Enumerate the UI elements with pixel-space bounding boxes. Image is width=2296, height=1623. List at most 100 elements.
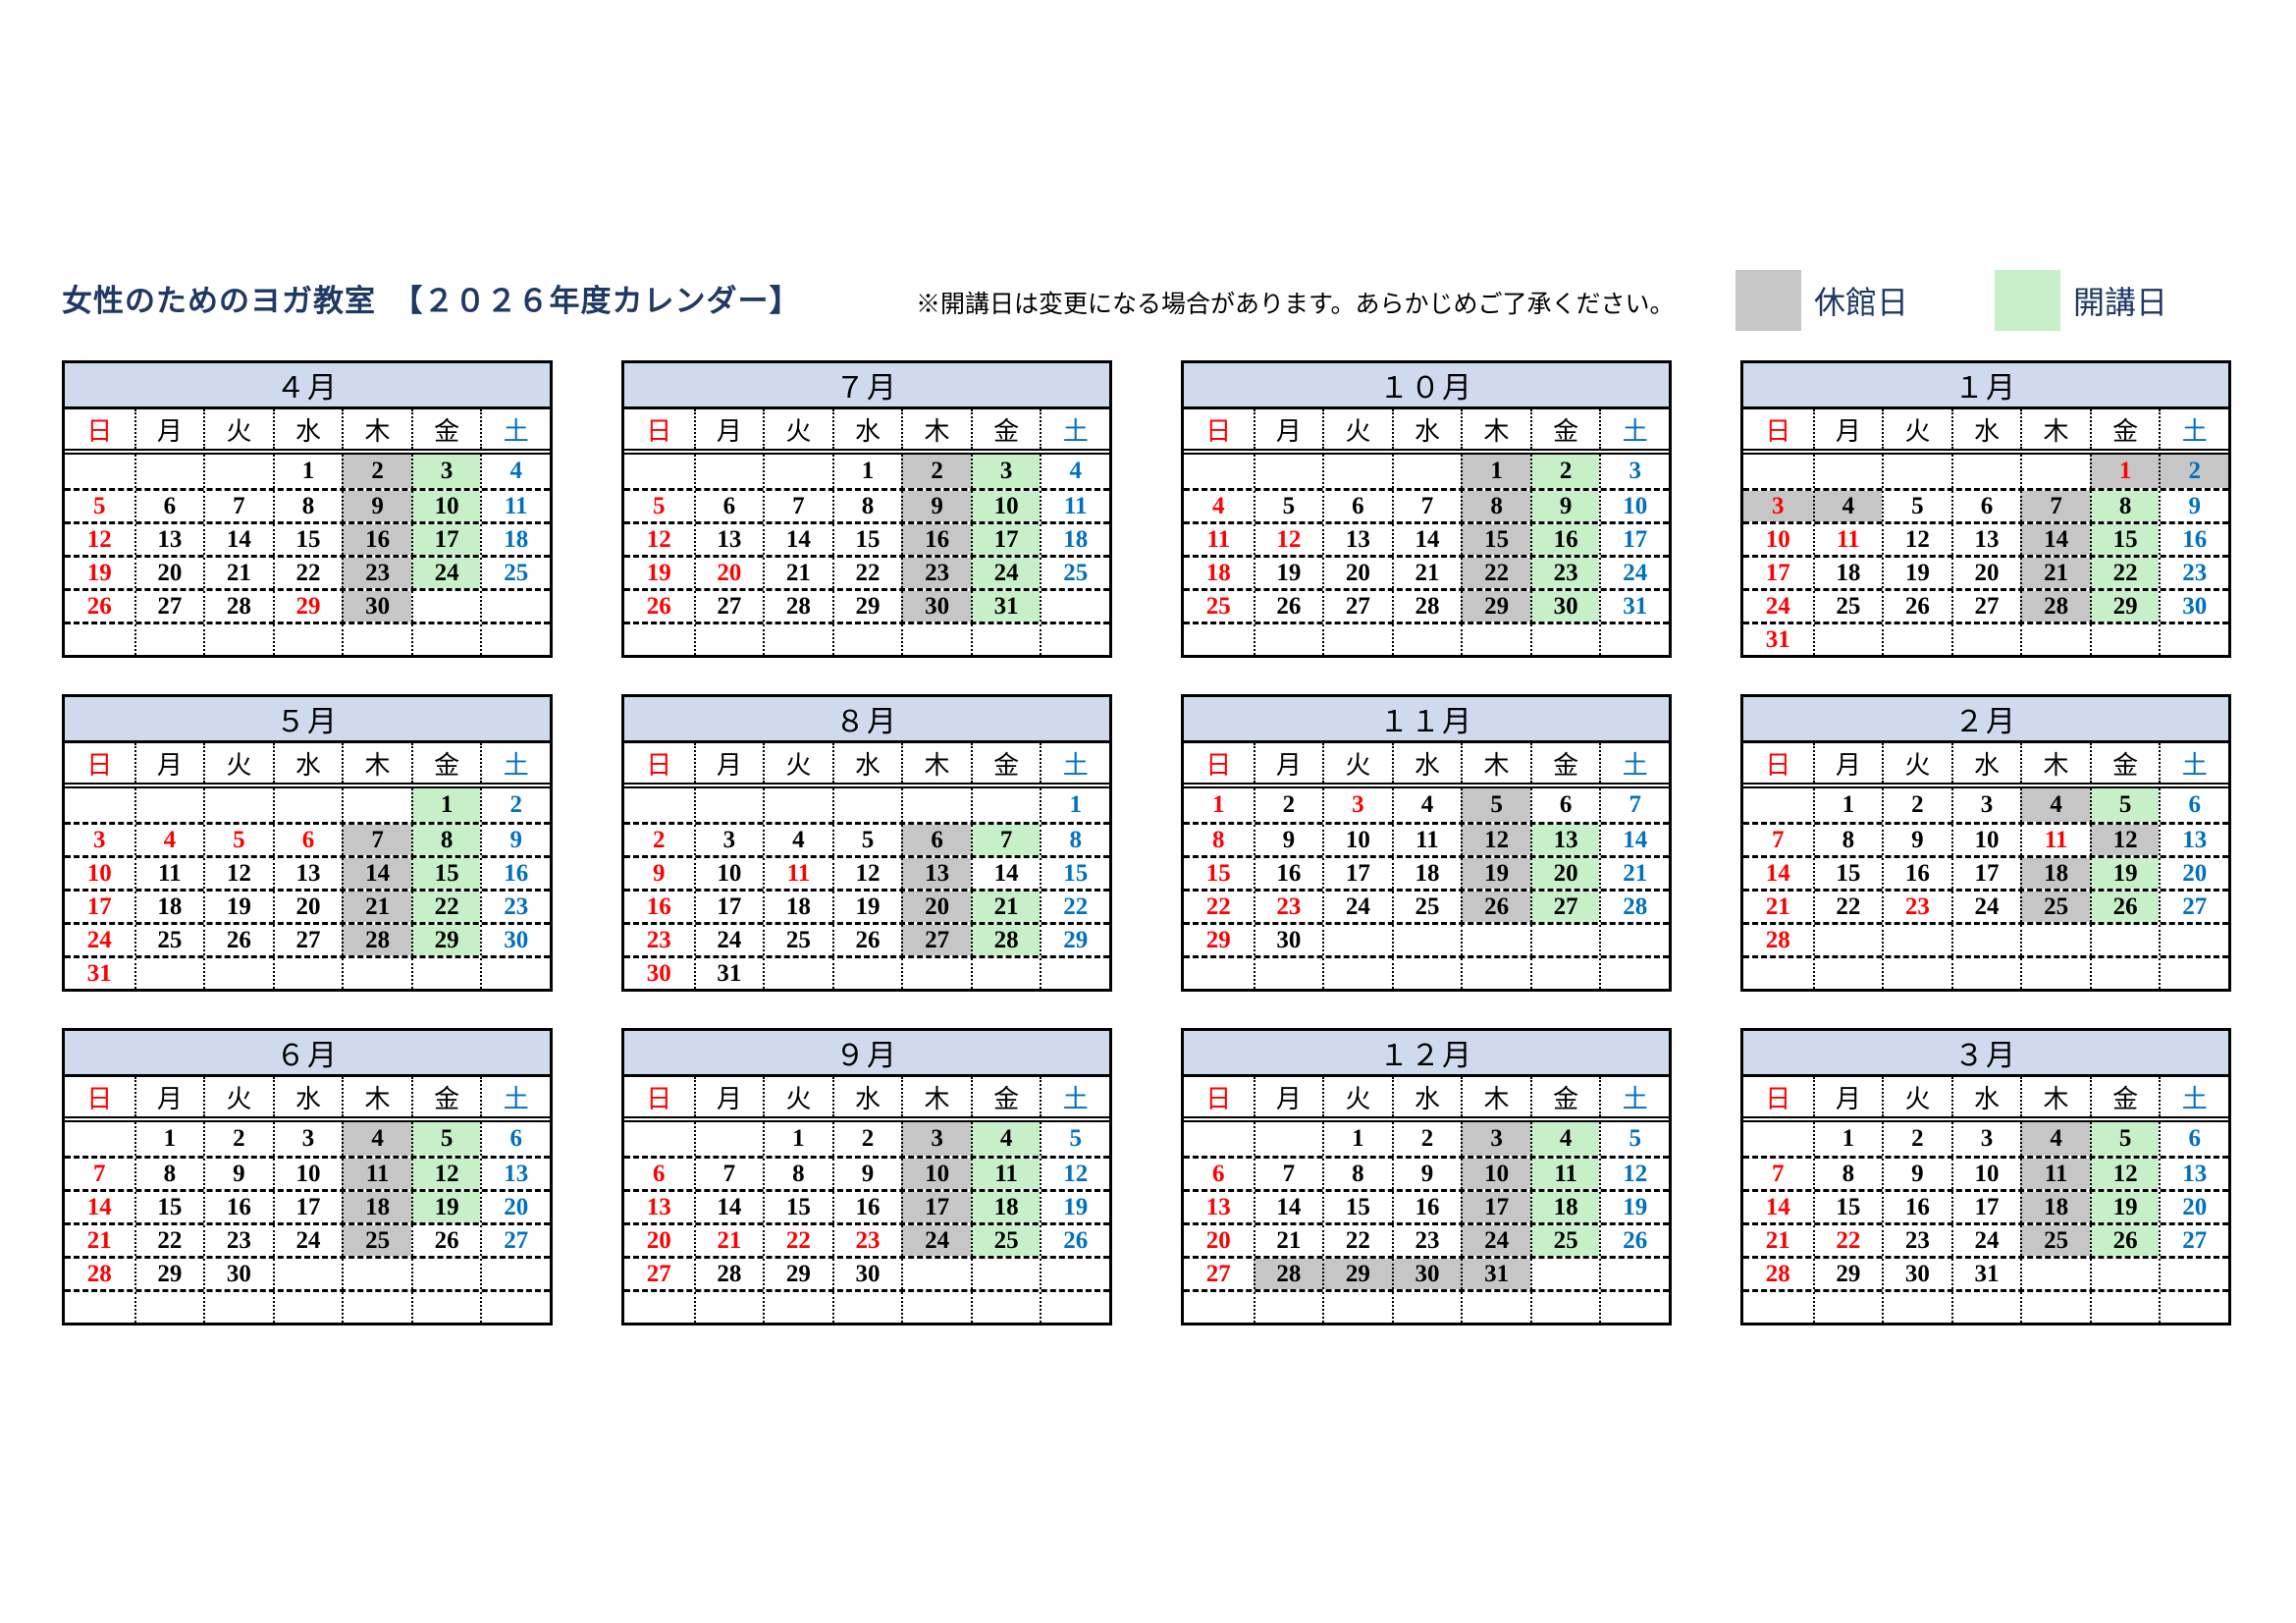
- day-cell: 12: [203, 858, 273, 889]
- weekday-label: 土: [2159, 1077, 2228, 1116]
- week-row: 5 6 7 8 9 10 11: [624, 488, 1109, 521]
- day-cell: [831, 624, 902, 655]
- day-cell: [1812, 624, 1883, 655]
- day-cell: 31: [693, 958, 764, 989]
- weekday-label: 土: [1040, 743, 1109, 783]
- day-cell: 14: [1765, 859, 1790, 887]
- weeks-body: 1 2 3 4 5 6 7 8 9 10 11 12 13 14 15 16 17 18 19 20 21 22 23 24 2…: [65, 455, 550, 655]
- day-cell: 13: [646, 1193, 671, 1220]
- weeks-body: 1 2 3 4 5 6 7 8 9 10 11 12 13 14 15 16 17 18 19 20 21 22 23 24 2…: [65, 1122, 550, 1323]
- day-cell: [410, 1292, 481, 1323]
- day-cell: [1529, 925, 1600, 955]
- weekday-label: 水: [831, 1077, 902, 1116]
- weekday-label: 火: [1322, 1077, 1392, 1116]
- weekday-label: 月: [1812, 1077, 1883, 1116]
- day-cell: 23: [1882, 1225, 1951, 1256]
- day-cell: 9: [1882, 1159, 1951, 1189]
- day-cell: 25: [2020, 1225, 2090, 1256]
- day-cell: [2089, 1292, 2160, 1323]
- month-title: １２月: [1184, 1031, 1669, 1077]
- month-calendar-１１月: １１月日月火水木金土 1 2 3 4 5 6 7 8 9 10 11 12 13 14 15 16 17 18 19 2…: [1181, 694, 1672, 992]
- weekday-label: 月: [133, 743, 204, 783]
- month-calendar-５月: ５月日月火水木金土 1 2 3 4 5 6 7 8 9 10 11 12 13 14 15 16 17 18 19 20…: [62, 694, 553, 992]
- day-cell: 15: [1040, 858, 1109, 889]
- weekday-header-row: 日月火水木金土: [624, 743, 1109, 788]
- day-cell: [1950, 958, 2021, 989]
- day-cell: 25: [2020, 892, 2090, 922]
- day-cell: [1391, 1292, 1462, 1323]
- week-row: 20 21 22 23 24 25 26: [1184, 1222, 1669, 1256]
- day-cell: 17: [1322, 858, 1392, 889]
- day-cell: 3: [901, 1122, 971, 1156]
- day-cell: [1529, 958, 1600, 989]
- day-cell: [1743, 455, 1813, 488]
- day-cell: [2159, 925, 2228, 955]
- week-row: 28: [1743, 922, 2228, 955]
- day-cell: [1184, 1292, 1254, 1323]
- day-cell: 19: [1599, 1192, 1669, 1222]
- day-cell: 3: [1950, 1122, 2021, 1156]
- weekday-label: 月: [693, 1077, 764, 1116]
- day-cell: 19: [1461, 858, 1530, 889]
- day-cell: [342, 958, 411, 989]
- day-cell: 10: [86, 859, 112, 887]
- day-cell: [1529, 1292, 1600, 1323]
- day-cell: 12: [1599, 1159, 1669, 1189]
- day-cell: 30: [1882, 1259, 1951, 1289]
- day-cell: 13: [1529, 825, 1600, 855]
- day-cell: 26: [1461, 892, 1530, 922]
- week-row: 26 27 28 29 30: [65, 588, 550, 622]
- day-cell: 1: [410, 788, 481, 822]
- day-cell: [970, 1259, 1041, 1289]
- day-cell: 21: [2020, 558, 2090, 588]
- day-cell: 24: [901, 1225, 971, 1256]
- day-cell: 26: [410, 1225, 481, 1256]
- week-row: 17 18 19 20 21 22 23: [1743, 555, 2228, 588]
- day-cell: 13: [480, 1159, 550, 1189]
- week-row: 11 12 13 14 15 16 17: [1184, 521, 1669, 555]
- day-cell: 5: [203, 825, 273, 855]
- day-cell: 27: [272, 925, 343, 955]
- weekday-label: 日: [1765, 1084, 1791, 1113]
- day-cell: 27: [1322, 591, 1392, 622]
- day-cell: 6: [272, 825, 343, 855]
- weekday-label: 金: [410, 1077, 481, 1116]
- day-cell: 30: [1253, 925, 1323, 955]
- weekday-label: 土: [480, 743, 550, 783]
- weekday-label: 木: [1461, 743, 1530, 783]
- day-cell: 25: [480, 558, 550, 588]
- day-cell: 16: [342, 524, 411, 555]
- day-cell: [693, 1122, 764, 1156]
- day-cell: 3: [1743, 491, 1813, 521]
- day-cell: 17: [1765, 559, 1790, 586]
- day-cell: 11: [133, 858, 204, 889]
- weekday-label: 月: [133, 1077, 204, 1116]
- day-cell: 4: [1812, 491, 1883, 521]
- day-cell: 19: [1882, 558, 1951, 588]
- day-cell: 30: [480, 925, 550, 955]
- week-row: 17 18 19 20 21 22 23: [65, 889, 550, 922]
- day-cell: 4: [480, 455, 550, 488]
- week-row: 6 7 8 9 10 11 12: [1184, 1156, 1669, 1189]
- week-row: [65, 1289, 550, 1323]
- day-cell: 29: [1322, 1259, 1392, 1289]
- day-cell: 18: [1205, 559, 1231, 586]
- day-cell: 6: [653, 1160, 666, 1187]
- day-cell: [1322, 624, 1392, 655]
- weekday-label: 日: [1205, 750, 1232, 780]
- day-cell: [1253, 958, 1323, 989]
- day-cell: [342, 1292, 411, 1323]
- weekday-label: 火: [1882, 1077, 1951, 1116]
- day-cell: 8: [1212, 826, 1225, 853]
- day-cell: 15: [1812, 858, 1883, 889]
- week-row: 31: [65, 955, 550, 989]
- day-cell: 19: [1040, 1192, 1109, 1222]
- day-cell: 3: [970, 455, 1041, 488]
- day-cell: 18: [133, 892, 204, 922]
- weekday-header-row: 日月火水木金土: [624, 1077, 1109, 1122]
- day-cell: [901, 1259, 971, 1289]
- month-calendar-１２月: １２月日月火水木金土 1 2 3 4 5 6 7 8 9 10 11 12 13 14 15 16 17 18 19 2…: [1181, 1028, 1672, 1325]
- day-cell: [1040, 1292, 1109, 1323]
- day-cell: 16: [646, 893, 671, 920]
- day-cell: 13: [1205, 1193, 1231, 1220]
